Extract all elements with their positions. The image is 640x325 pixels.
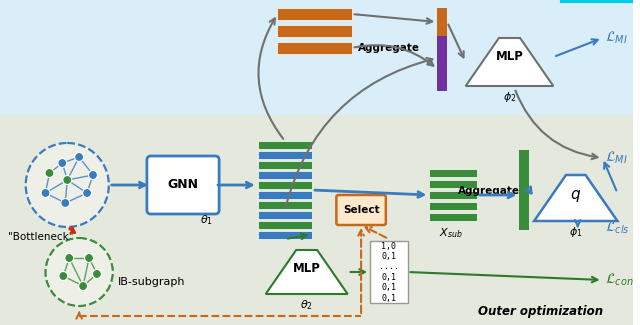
Text: $\mathcal{L}_{MI}$: $\mathcal{L}_{MI}$ xyxy=(605,150,628,166)
Bar xyxy=(258,211,312,219)
Text: 1,0
0,1
....
0,1
0,1
0,1: 1,0 0,1 .... 0,1 0,1 0,1 xyxy=(379,241,399,303)
Text: $\phi_1$: $\phi_1$ xyxy=(569,225,582,239)
Polygon shape xyxy=(534,175,618,221)
FancyBboxPatch shape xyxy=(370,241,408,303)
Text: $\mathcal{L}_{MI}$: $\mathcal{L}_{MI}$ xyxy=(605,30,628,46)
Circle shape xyxy=(79,281,88,291)
Circle shape xyxy=(65,254,74,263)
Circle shape xyxy=(83,188,92,198)
Circle shape xyxy=(45,168,54,177)
Bar xyxy=(258,161,312,169)
Text: $\mathcal{L}_{con}$: $\mathcal{L}_{con}$ xyxy=(605,272,634,288)
Bar xyxy=(278,42,352,54)
Text: $\phi_2$: $\phi_2$ xyxy=(503,90,516,104)
Circle shape xyxy=(59,271,68,280)
Circle shape xyxy=(75,152,84,162)
Polygon shape xyxy=(266,250,348,294)
Bar xyxy=(258,191,312,199)
Bar xyxy=(429,169,477,177)
FancyBboxPatch shape xyxy=(337,195,386,225)
Circle shape xyxy=(41,188,50,198)
Circle shape xyxy=(93,269,101,279)
Text: Aggregate: Aggregate xyxy=(458,186,520,196)
Bar xyxy=(429,213,477,221)
Circle shape xyxy=(63,176,72,185)
Text: $\theta_2$: $\theta_2$ xyxy=(300,298,313,312)
Text: IB-subgraph: IB-subgraph xyxy=(118,277,185,287)
Bar xyxy=(429,180,477,188)
Bar xyxy=(258,141,312,149)
Text: MLP: MLP xyxy=(292,262,321,275)
Circle shape xyxy=(84,254,93,263)
Text: $X_{sub}$: $X_{sub}$ xyxy=(439,226,463,240)
Text: $q$: $q$ xyxy=(570,188,581,204)
Bar xyxy=(258,221,312,229)
Text: Aggregate: Aggregate xyxy=(358,43,420,53)
Bar xyxy=(0,115,633,325)
FancyBboxPatch shape xyxy=(147,156,219,214)
Circle shape xyxy=(88,171,97,179)
Bar xyxy=(258,171,312,179)
Bar xyxy=(520,150,529,230)
Text: Select: Select xyxy=(343,205,380,215)
Text: GNN: GNN xyxy=(168,178,198,191)
Circle shape xyxy=(26,143,109,227)
Bar xyxy=(258,181,312,189)
Text: MLP: MLP xyxy=(495,50,524,63)
Bar xyxy=(437,8,447,36)
Text: "Bottleneck": "Bottleneck" xyxy=(8,232,74,242)
Text: $\mathcal{L}_{cls}$: $\mathcal{L}_{cls}$ xyxy=(605,220,630,236)
Bar xyxy=(258,151,312,159)
Bar xyxy=(429,202,477,210)
Bar xyxy=(258,231,312,239)
Circle shape xyxy=(45,238,113,306)
Bar xyxy=(429,191,477,199)
Bar xyxy=(0,0,633,115)
Bar xyxy=(437,36,447,91)
Bar xyxy=(278,8,352,20)
Text: Outer optimization: Outer optimization xyxy=(478,305,604,318)
Bar xyxy=(258,201,312,209)
Circle shape xyxy=(61,199,70,207)
Text: $\theta_1$: $\theta_1$ xyxy=(200,213,213,227)
Bar xyxy=(278,25,352,37)
Circle shape xyxy=(58,159,67,167)
Polygon shape xyxy=(466,38,554,86)
